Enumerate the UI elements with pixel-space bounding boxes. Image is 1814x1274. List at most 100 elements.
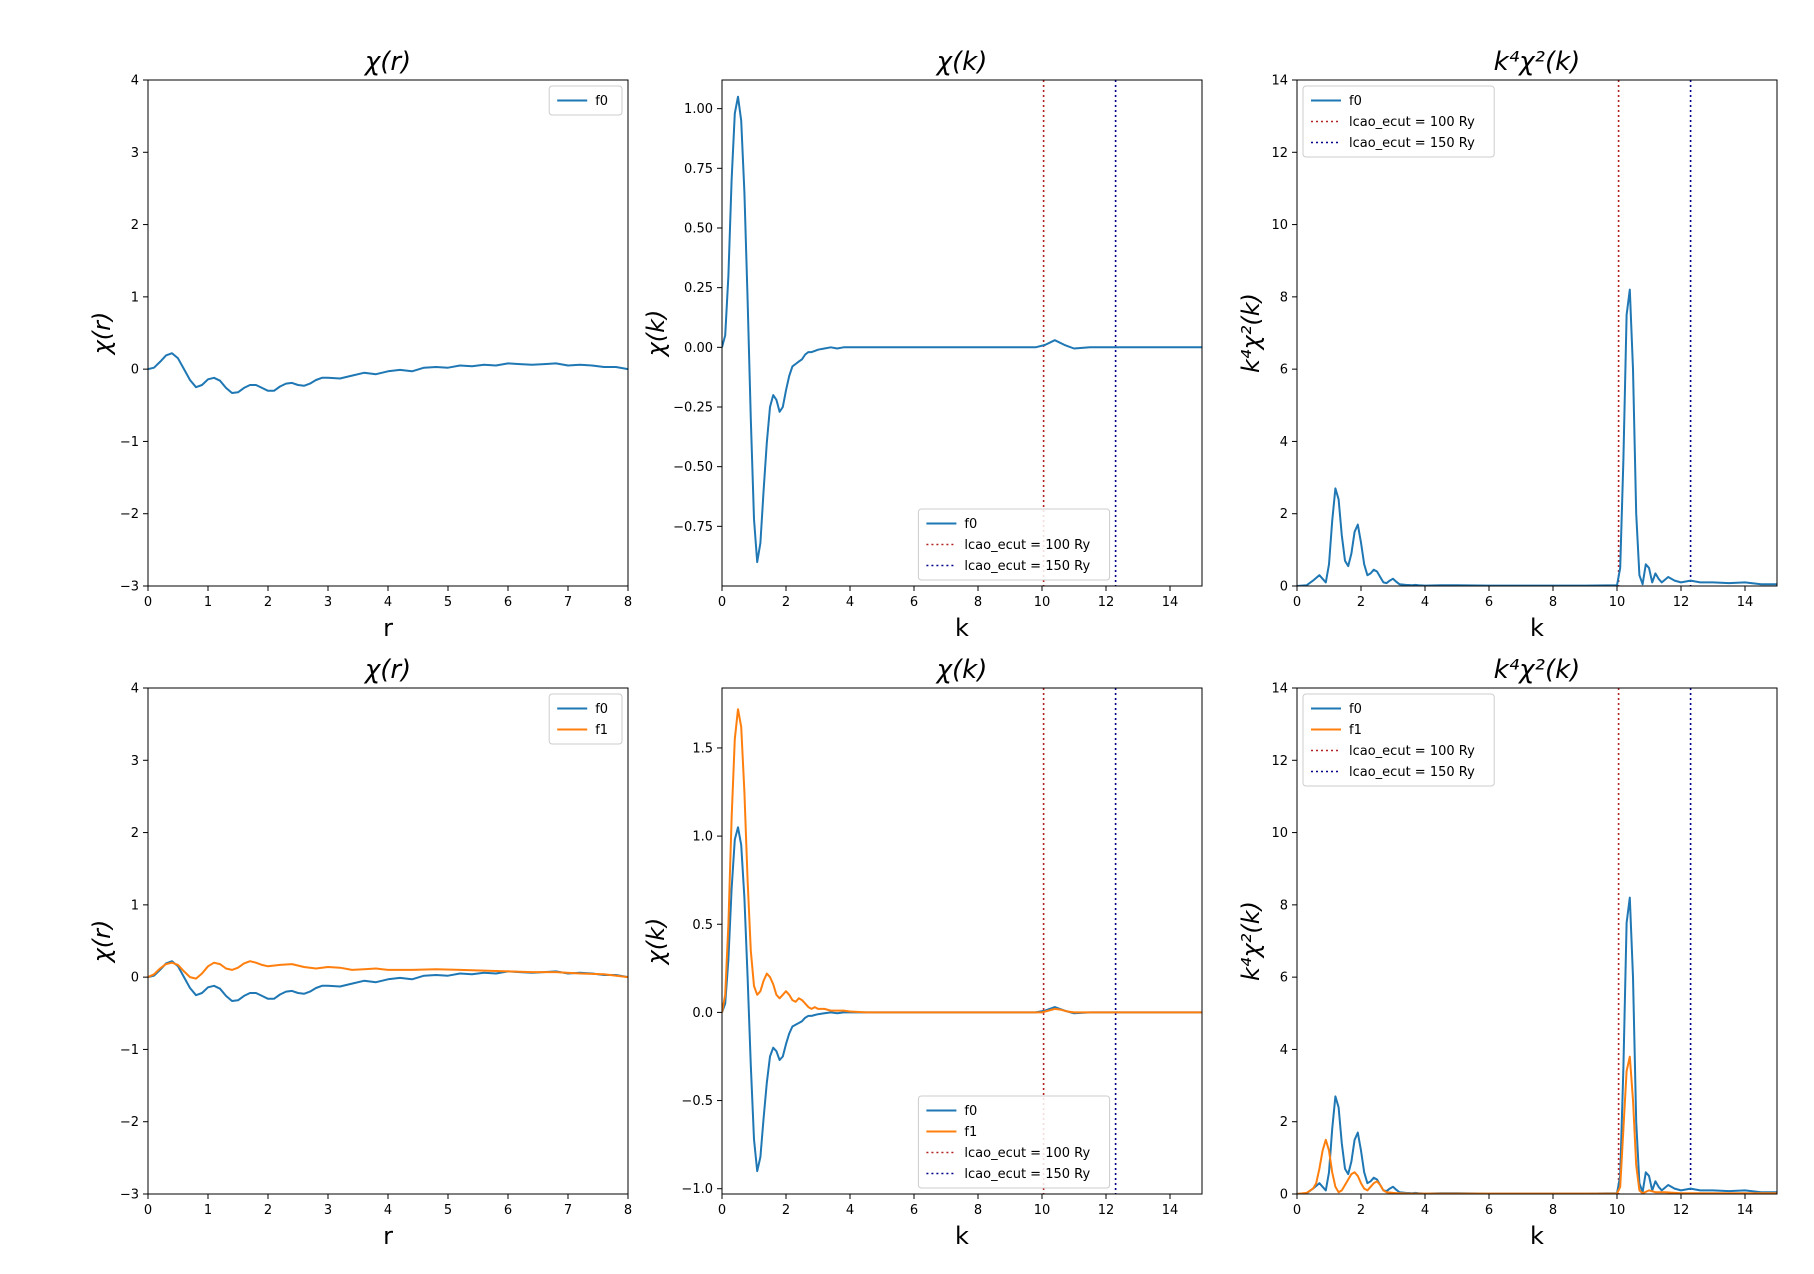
x-tick-label: 8 [1549,1203,1557,1218]
x-tick-label: 8 [1549,595,1557,610]
y-tick-label: 4 [1280,1043,1288,1058]
x-tick-label: 4 [846,595,854,610]
axes-frame [147,79,629,587]
legend-label: f1 [1349,723,1362,738]
chart-title: χ(r) [363,47,411,77]
y-tick-label: −1 [120,435,139,450]
y-tick-label: −1 [120,1043,139,1058]
chart-1: 0 2 4 6 8 10 12 14 −0.75 −0.50 −0.25 0.00 0.25 0.50 0.… [642,47,1203,642]
x-tick-label: 12 [1673,595,1690,610]
axes-frame [1296,79,1778,587]
y-axis-label: χ(k) [642,918,670,967]
chart-title: χ(k) [935,47,988,77]
legend: f0 lcao_ecut = 100 Ry lcao_ecut = 150 Ry [1302,85,1495,158]
y-tick-label: 12 [1271,754,1288,769]
legend-label: lcao_ecut = 150 Ry [964,1167,1090,1182]
x-tick-label: 6 [910,595,918,610]
y-tick-label: 0.75 [684,162,713,177]
x-tick-label: 4 [846,1203,854,1218]
y-tick-label: −0.50 [673,460,713,475]
legend-label: lcao_ecut = 150 Ry [1349,136,1475,151]
legend: f0 f1 lcao_ecut = 100 Ry lcao_ecut = 150 Ry [1302,693,1495,787]
x-tick-label: 1 [204,595,212,610]
legend-label: f0 [964,1104,977,1119]
x-tick-label: 6 [1485,1203,1493,1218]
x-tick-label: 10 [1609,1203,1626,1218]
y-tick-label: −3 [120,580,139,595]
x-tick-label: 10 [1609,595,1626,610]
y-tick-label: 0.25 [684,281,713,296]
y-tick-label: 4 [131,74,139,89]
series-line-f0 [722,95,1202,564]
legend-label: f0 [964,517,977,532]
legend: f0 f1 lcao_ecut = 100 Ry lcao_ecut = 150 Ry [917,1095,1111,1189]
legend-label: lcao_ecut = 100 Ry [964,1146,1090,1161]
x-tick-label: 14 [1162,595,1179,610]
y-tick-label: 0 [1280,580,1288,595]
y-tick-label: 0.5 [692,918,713,933]
y-tick-label: −0.5 [681,1094,713,1109]
x-tick-label: 0 [718,595,726,610]
legend-label: lcao_ecut = 150 Ry [1349,765,1475,780]
legend-label: f0 [1349,702,1362,717]
y-axis-label: χ(r) [88,312,116,357]
chart-title: k⁴χ²(k) [1494,47,1581,77]
chart-title: k⁴χ²(k) [1494,655,1581,685]
x-axis-label: k [1530,1222,1544,1250]
chart-0: 0 1 2 3 4 5 6 7 8 −3 −2 −1 0 1 2 3 4 χ(r) r χ(r) f0 [88,47,632,642]
y-tick-label: 1.5 [692,741,713,756]
y-tick-label: 2 [131,826,139,841]
x-tick-label: 4 [384,595,392,610]
x-tick-label: 10 [1034,595,1051,610]
y-tick-label: 4 [131,682,139,697]
x-tick-label: 3 [324,1203,332,1218]
x-tick-label: 0 [144,595,152,610]
y-tick-label: 1.0 [692,830,713,845]
x-tick-label: 8 [974,595,982,610]
x-tick-label: 7 [564,1203,572,1218]
legend-label: lcao_ecut = 150 Ry [964,559,1090,574]
y-tick-label: 1 [131,898,139,913]
legend-label: f1 [964,1125,977,1140]
axes-frame [721,687,1203,1195]
y-tick-label: 2 [1280,507,1288,522]
y-tick-label: 0 [131,971,139,986]
chart-title: χ(r) [363,655,411,685]
y-tick-label: 12 [1271,146,1288,161]
legend-box [548,693,623,745]
x-tick-label: 5 [444,595,452,610]
x-tick-label: 14 [1162,1203,1179,1218]
y-tick-label: 1 [131,290,139,305]
y-axis-label: k⁴χ²(k) [1237,901,1265,981]
x-tick-label: 14 [1737,595,1754,610]
series-line-f0 [148,352,628,394]
y-axis-label: k⁴χ²(k) [1237,293,1265,373]
x-tick-label: 2 [264,1203,272,1218]
x-axis-label: k [955,1222,969,1250]
x-tick-label: 12 [1098,595,1115,610]
y-tick-label: 4 [1280,435,1288,450]
x-axis-label: r [383,1222,393,1250]
x-tick-label: 14 [1737,1203,1754,1218]
x-tick-label: 6 [910,1203,918,1218]
y-tick-label: 6 [1280,363,1288,378]
y-tick-label: −3 [120,1188,139,1203]
y-tick-label: −0.75 [673,520,713,535]
x-tick-label: 6 [504,1203,512,1218]
x-tick-label: 0 [718,1203,726,1218]
y-tick-label: 10 [1271,218,1288,233]
y-axis-label: χ(r) [88,920,116,965]
y-axis-label: χ(k) [642,310,670,359]
legend-label: lcao_ecut = 100 Ry [1349,744,1475,759]
x-tick-label: 2 [264,595,272,610]
x-tick-label: 5 [444,1203,452,1218]
y-tick-label: 14 [1271,682,1288,697]
x-tick-label: 4 [1421,1203,1429,1218]
x-tick-label: 0 [1293,595,1301,610]
legend-label: f0 [595,94,608,109]
y-tick-label: 8 [1280,290,1288,305]
y-tick-label: 0.00 [684,341,713,356]
y-tick-label: 0 [1280,1188,1288,1203]
x-tick-label: 6 [1485,595,1493,610]
